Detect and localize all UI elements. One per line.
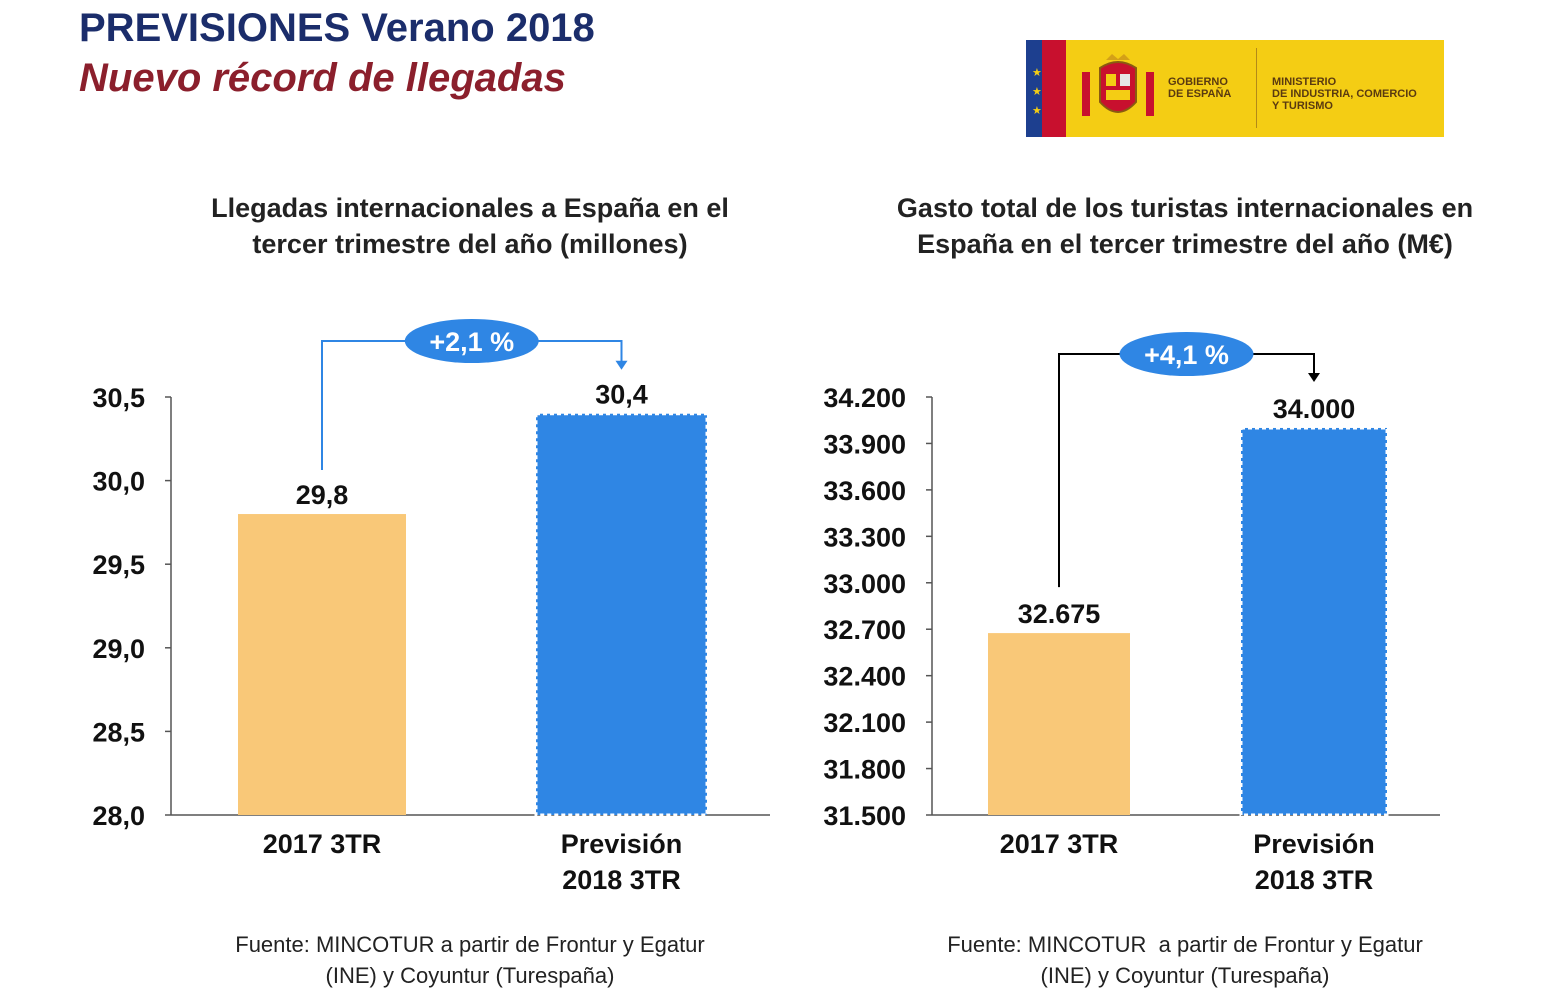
logo-separator [1256,48,1257,128]
chart1-title: Llegadas internacionales a España en el … [211,193,729,259]
x-tick-label: 2017 3TR [1000,829,1119,859]
logo-text-ministerio: MINISTERIO DE INDUSTRIA, COMERCIO Y TURI… [1272,76,1417,112]
y-tick-label: 31.500 [823,801,906,831]
bar-2017 [238,514,406,815]
chart1-source: Fuente: MINCOTUR a partir de Frontur y E… [235,932,705,988]
flag-blue-band [1026,40,1042,137]
y-tick-label: 28,5 [92,717,145,747]
y-tick-label: 29,0 [92,634,145,664]
government-logo: ★ ★ ★ GOBIERNO DE ESPAÑA MINISTERIO DE I… [1026,40,1444,137]
y-tick-label: 30,0 [92,467,145,497]
y-tick-label: 32.700 [823,615,906,645]
svg-text:★: ★ [1032,67,1042,79]
x-tick-label: 2018 3TR [562,865,681,895]
growth-label: +2,1 % [429,327,514,357]
page-title: PREVISIONES Verano 2018 [79,6,595,50]
growth-bubble [404,319,539,363]
x-tick-label: 2017 3TR [263,829,382,859]
coat-of-arms-icon [1082,54,1154,116]
data-label: 32.675 [1018,599,1101,629]
bar-prevision [534,412,709,817]
logo-text-gobierno: GOBIERNO DE ESPAÑA [1168,76,1232,100]
chart2-source: Fuente: MINCOTUR a partir de Frontur y E… [947,932,1423,988]
chart1-arrivals: 28,0 28,5 29,0 29,5 30,0 30,5 29,8 2017 3TR 30,4… [92,319,770,895]
arrow-head-icon [615,360,628,370]
data-label: 30,4 [595,380,648,410]
y-tick-label: 34.200 [823,383,906,413]
y-tick-label: 28,0 [92,801,145,831]
y-tick-label: 30,5 [92,383,145,413]
flag-red-band [1042,40,1066,137]
svg-text:★: ★ [1032,105,1042,117]
chart2-spending: 31.500 31.800 32.100 32.400 32.700 33.000 33.3… [823,332,1440,895]
stars-icon: ★ ★ ★ [1032,67,1042,117]
data-label: 29,8 [296,480,349,510]
y-tick-label: 33.300 [823,522,906,552]
bar-prevision [1239,426,1389,817]
x-tick-label: 2018 3TR [1255,865,1374,895]
y-tick-label: 33.900 [823,429,906,459]
x-tick-label: Previsión [561,829,683,859]
y-tick-label: 32.400 [823,662,906,692]
y-tick-label: 33.600 [823,476,906,506]
y-tick-label: 33.000 [823,569,906,599]
bar-2017 [988,633,1130,815]
arrow-head-icon [1308,372,1320,382]
growth-label: +4,1 % [1144,340,1229,370]
y-tick-label: 29,5 [92,550,145,580]
svg-text:★: ★ [1032,86,1042,98]
y-tick-label: 32.100 [823,708,906,738]
y-tick-label: 31.800 [823,755,906,785]
data-label: 34.000 [1273,394,1356,424]
growth-bubble [1119,332,1254,376]
page-subtitle: Nuevo récord de llegadas [79,56,566,100]
x-tick-label: Previsión [1253,829,1375,859]
chart2-title: Gasto total de los turistas internaciona… [896,193,1474,259]
